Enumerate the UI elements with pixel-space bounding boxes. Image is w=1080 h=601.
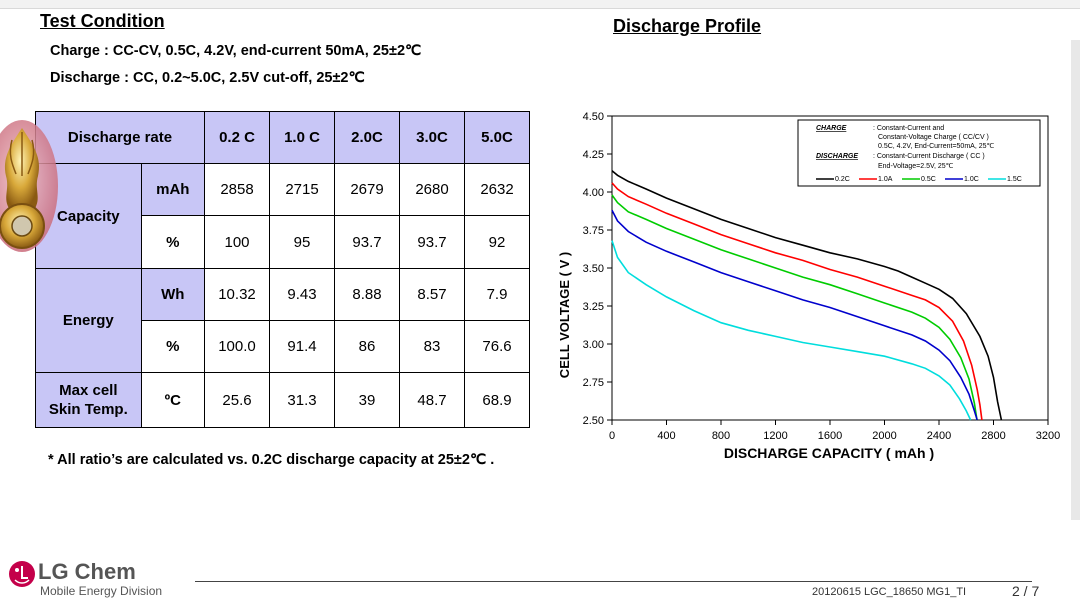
unit-percent: % [140, 215, 206, 269]
x-tick-label: 400 [657, 430, 675, 442]
table-cell: 48.7 [399, 372, 465, 428]
footnote: * All ratio’s are calculated vs. 0.2C di… [48, 452, 495, 468]
header-cell-rate: 2.0C [334, 111, 400, 164]
unit-mah: mAh [140, 163, 206, 216]
table-cell: 9.43 [269, 268, 335, 321]
unit-celsius: ºC [140, 372, 206, 428]
legend-discharge-title: DISCHARGE [816, 153, 858, 160]
discharge-condition: Discharge : CC, 0.2~5.0C, 2.5V cut-off, … [50, 70, 365, 86]
table-cell: 2680 [399, 163, 465, 216]
legend-charge-text: 0.5C, 4.2V, End-Current=50mA, 25℃ [878, 143, 995, 150]
x-tick-label: 1200 [763, 430, 787, 442]
legend-discharge-text: End-Voltage=2.5V, 25℃ [878, 163, 954, 170]
test-condition-title: Test Condition [40, 11, 165, 31]
x-tick-label: 0 [609, 430, 615, 442]
logo-division-text: Mobile Energy Division [40, 584, 163, 598]
legend-charge-text: : Constant-Current and [873, 125, 944, 132]
lg-chem-logo: LG Chem Mobile Energy Division [8, 559, 162, 598]
y-tick-label: 2.50 [583, 415, 604, 427]
x-tick-label: 800 [712, 430, 730, 442]
legend-entry: 1.5C [1007, 176, 1022, 183]
table-cell: 8.88 [334, 268, 400, 321]
header-cell-rate: 5.0C [464, 111, 530, 164]
table-cell: 7.9 [464, 268, 530, 321]
table-cell: 68.9 [464, 372, 530, 428]
y-axis-label: CELL VOLTAGE ( V ) [557, 252, 572, 378]
legend-entry: 1.0C [964, 176, 979, 183]
legend-charge-text: Constant-Voltage Charge ( CC/CV ) [878, 134, 989, 141]
table-cell: 93.7 [334, 215, 400, 269]
x-axis-label: DISCHARGE CAPACITY ( mAh ) [724, 445, 934, 461]
unit-wh: Wh [140, 268, 206, 321]
legend-box [797, 119, 1041, 187]
lg-face-icon [9, 561, 35, 587]
table-cell: 2679 [334, 163, 400, 216]
discharge-profile-title: Discharge Profile [613, 16, 762, 36]
table-cell: 76.6 [464, 320, 530, 373]
y-tick-label: 3.00 [583, 339, 604, 351]
max-cell-skin-temp-label: Max cell Skin Temp. [35, 372, 142, 428]
table-cell: 8.57 [399, 268, 465, 321]
y-tick-label: 3.25 [583, 301, 604, 313]
y-tick-label: 4.00 [583, 187, 604, 199]
footer-divider [195, 581, 1032, 582]
x-tick-label: 1600 [818, 430, 842, 442]
table-cell: 2858 [204, 163, 270, 216]
legend-entry: 1.0A [878, 176, 893, 183]
table-cell: 10.32 [204, 268, 270, 321]
y-tick-label: 4.25 [583, 149, 604, 161]
chart-legend: CHARGE : Constant-Current and Constant-Vol… [797, 119, 1041, 187]
legend-entry: 0.5C [921, 176, 936, 183]
x-tick-label: 2400 [927, 430, 951, 442]
x-tick-label: 2000 [872, 430, 896, 442]
series-line-1-0C [611, 209, 978, 421]
series-line-1-0A [611, 182, 983, 421]
temp-label-line1: Max cell [59, 382, 118, 399]
x-tick-label: 3200 [1036, 430, 1060, 442]
header-cell-rate: 1.0 C [269, 111, 335, 164]
series-line-0-5C [611, 194, 978, 421]
legend-charge-title: CHARGE [816, 125, 847, 132]
unit-percent: % [140, 320, 206, 373]
grenade-medal-icon [0, 120, 58, 252]
chart-axes: 0 400 800 1200 1600 2000 2400 2800 3200 2.50 2.75 3… [583, 111, 1061, 442]
top-border [0, 0, 1080, 9]
logo-brand-text: LG Chem [38, 559, 136, 584]
page-number: 2 / 7 [1012, 583, 1040, 599]
series-line-0-2C [611, 170, 1003, 421]
table-cell: 25.6 [204, 372, 270, 428]
table-cell: 31.3 [269, 372, 335, 428]
scrollbar[interactable] [1071, 40, 1080, 520]
y-tick-label: 3.50 [583, 263, 604, 275]
table-cell: 95 [269, 215, 335, 269]
header-cell-discharge-rate: Discharge rate [35, 111, 205, 164]
discharge-rate-table: Discharge rate 0.2 C 1.0 C 2.0C 3.0C 5.0… [35, 111, 530, 428]
y-tick-label: 2.75 [583, 377, 604, 389]
table-cell: 91.4 [269, 320, 335, 373]
table-cell: 2632 [464, 163, 530, 216]
y-tick-label: 4.50 [583, 111, 604, 123]
series-line-1-5C [611, 240, 972, 421]
chart-series [611, 170, 1003, 421]
table-cell: 93.7 [399, 215, 465, 269]
header-cell-rate: 0.2 C [204, 111, 270, 164]
header-cell-rate: 3.0C [399, 111, 465, 164]
table-cell: 92 [464, 215, 530, 269]
legend-entry: 0.2C [835, 176, 850, 183]
table-cell: 100.0 [204, 320, 270, 373]
x-tick-label: 2800 [981, 430, 1005, 442]
table-cell: 39 [334, 372, 400, 428]
table-cell: 86 [334, 320, 400, 373]
table-cell: 2715 [269, 163, 335, 216]
energy-label: Energy [35, 268, 142, 373]
temp-label-line2: Skin Temp. [48, 401, 128, 418]
table-cell: 100 [204, 215, 270, 269]
discharge-profile-chart: 0 400 800 1200 1600 2000 2400 2800 3200 2.50 2.75 3… [557, 111, 1061, 461]
document-id: 20120615 LGC_18650 MG1_TI [812, 586, 967, 598]
legend-discharge-text: : Constant-Current Discharge ( CC ) [873, 153, 985, 160]
table-cell: 83 [399, 320, 465, 373]
y-tick-label: 3.75 [583, 225, 604, 237]
charge-condition: Charge : CC-CV, 0.5C, 4.2V, end-current … [50, 43, 422, 59]
